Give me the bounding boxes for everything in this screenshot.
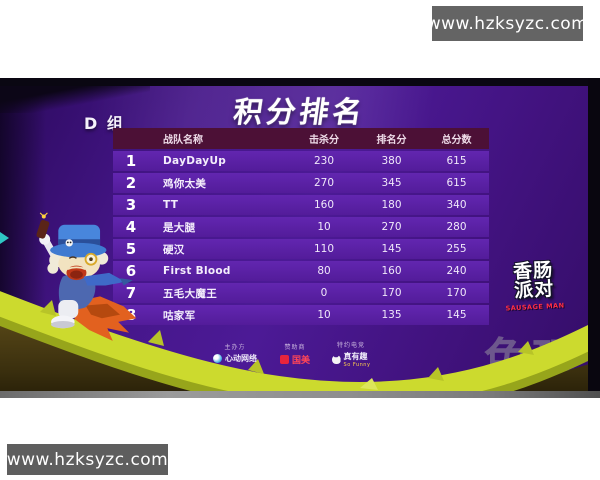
gome-icon — [279, 355, 289, 364]
xd-network-icon — [213, 354, 222, 363]
watermark-bottom: www.hzksyzc.com — [7, 444, 168, 475]
kill-cell: 160 — [313, 199, 335, 211]
total-cell: 255 — [446, 243, 467, 255]
sponsor-xd-network: 主办方 心动网络 — [202, 342, 268, 364]
rankpts-cell: 145 — [381, 243, 402, 255]
total-cell: 615 — [446, 177, 467, 189]
header-kill-points: 击杀分 — [309, 135, 339, 146]
rank-cell: 6 — [125, 262, 137, 280]
table-row: 2 鸡你太美 270 345 615 — [113, 173, 489, 193]
sponsor-name: 心动网络 — [225, 354, 257, 363]
table-row: 8 咕家军 10 135 145 — [113, 305, 489, 325]
team-name-cell: 是大腿 — [163, 221, 196, 234]
kill-cell: 10 — [317, 309, 331, 321]
rankpts-cell: 345 — [381, 177, 402, 189]
rankpts-cell: 180 — [381, 199, 402, 211]
watermark-bottom-text: www.hzksyzc.com — [6, 449, 169, 470]
table-row: 4 是大腿 10 270 280 — [113, 217, 489, 237]
team-name-cell: 硬汉 — [163, 243, 185, 256]
logo-zh-line2: 派对 — [513, 278, 555, 303]
header-total-points: 总分数 — [441, 135, 472, 146]
kill-cell: 110 — [313, 243, 335, 255]
kill-cell: 230 — [313, 155, 335, 167]
kill-cell: 270 — [313, 177, 335, 189]
mascot-illustration — [36, 212, 137, 341]
kill-cell: 80 — [317, 265, 331, 277]
sponsor-so-funny: 特约电竞 真有趣 So Funny — [324, 340, 378, 368]
total-cell: 280 — [446, 221, 467, 233]
monitor-bezel-right — [588, 78, 600, 398]
cat-icon — [331, 355, 341, 364]
sponsor-name: 国美 — [291, 356, 310, 366]
header-team-name: 战队名称 — [163, 135, 203, 146]
total-cell: 615 — [446, 155, 467, 167]
table-row: 7 五毛大魔王 0 170 170 — [113, 283, 489, 303]
kill-cell: 10 — [317, 221, 331, 233]
sponsor-gome: 赞助商 国美 — [272, 342, 318, 366]
table-row: 6 First Blood 80 160 240 — [113, 261, 489, 281]
sponsor-label: 特约电竞 — [336, 342, 365, 349]
team-name-cell: TT — [163, 199, 179, 211]
rankpts-cell: 135 — [381, 309, 402, 321]
rank-cell: 3 — [125, 196, 137, 214]
table-row: 5 硬汉 110 145 255 — [113, 239, 489, 259]
table-header-row: 战队名称 击杀分 排名分 总分数 — [113, 128, 489, 149]
watermark-top: www.hzksyzc.com — [427, 6, 588, 41]
monitor-bezel-top — [0, 78, 600, 86]
score-table: 战队名称 击杀分 排名分 总分数 1 DayDayUp 230 380 615 … — [113, 128, 489, 325]
total-cell: 340 — [446, 199, 467, 211]
rank-cell: 1 — [125, 152, 137, 170]
rank-cell: 7 — [125, 284, 137, 302]
team-name-cell: 咕家军 — [163, 309, 196, 322]
table-row: 1 DayDayUp 230 380 615 — [113, 151, 489, 171]
header-rank-points: 排名分 — [376, 135, 407, 146]
cyan-arrow-icon — [0, 232, 9, 244]
total-cell: 145 — [446, 309, 467, 321]
team-name-cell: First Blood — [163, 265, 231, 277]
sausage-man-logo: 香肠 派对 SAUSAGE MAN — [502, 259, 566, 312]
total-cell: 240 — [446, 265, 467, 277]
total-cell: 170 — [446, 287, 467, 299]
team-name-cell: DayDayUp — [163, 155, 227, 167]
sponsor-label: 赞助商 — [284, 344, 306, 351]
rankpts-cell: 160 — [381, 265, 402, 277]
rank-cell: 2 — [125, 174, 137, 192]
rankpts-cell: 270 — [381, 221, 402, 233]
team-name-cell: 五毛大魔王 — [163, 287, 217, 300]
watermark-top-text: www.hzksyzc.com — [426, 13, 589, 34]
sponsor-label: 主办方 — [224, 344, 246, 351]
rankpts-cell: 380 — [381, 155, 402, 167]
kill-cell: 0 — [320, 287, 328, 299]
sponsor-subtext: So Funny — [343, 362, 371, 368]
rank-cell: 4 — [125, 218, 137, 236]
sponsor-name: 真有趣 — [343, 352, 368, 361]
game-screen: D 组 积分排名 战队名称 击杀分 排名分 总分数 1 DayDayUp 230… — [0, 78, 600, 398]
screen-corner-shadow — [0, 85, 150, 113]
team-name-cell: 鸡你太美 — [163, 177, 207, 190]
page-title: 积分排名 — [231, 95, 369, 129]
monitor-bezel-bottom — [0, 391, 600, 398]
rank-cell: 5 — [125, 240, 137, 258]
table-row: 3 TT 160 180 340 — [113, 195, 489, 215]
rankpts-cell: 170 — [381, 287, 402, 299]
